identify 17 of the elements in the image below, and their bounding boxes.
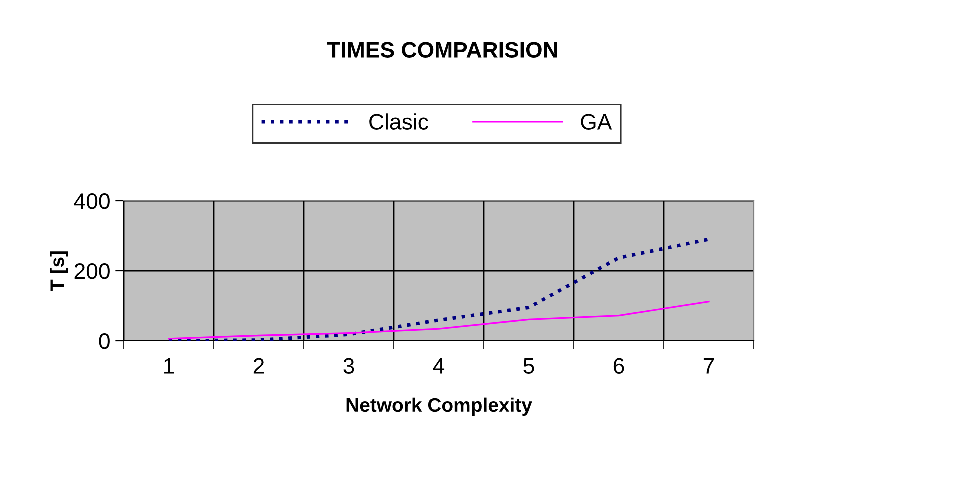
x-tick-label: 5 [524,358,534,374]
x-tick-label: 6 [614,358,624,374]
legend-label: Clasic [370,114,428,130]
x-axis-title: Network Complexity [346,398,532,416]
x-tick-label: 7 [704,358,714,374]
x-tick-label: 2 [254,358,264,374]
x-tick-label: 4 [433,358,445,374]
y-tick-label: 400 [74,194,110,210]
line-series [168,300,710,340]
y-tick-label: 0 [99,334,110,350]
x-tick-label: 3 [344,358,354,374]
x-tick-label: 1 [164,358,174,374]
chart-title: TIMES COMPARISION [327,42,558,58]
y-tick-label: 200 [74,264,110,280]
legend-label: GA [581,114,612,130]
line-series [167,238,711,341]
y-axis-title: T [s] [50,252,68,292]
